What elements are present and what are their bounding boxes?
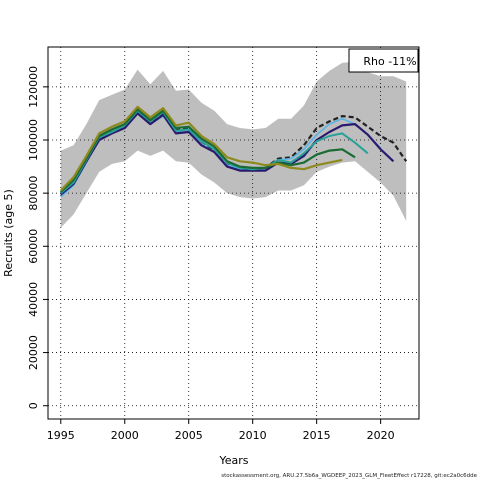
footer-note: stockassessment.org, ARU.27.5b6a_WGDEEP_… [221,473,477,479]
y-tick-label: 40000 [27,282,40,317]
series-line-6 [60,105,343,192]
x-tick-label: 2000 [111,429,139,442]
x-tick-label: 1995 [47,429,75,442]
y-tick-label: 100000 [27,119,40,161]
y-tick-label: 0 [27,402,40,409]
y-axis: 0 20000 40000 60000 80000 100000 120000 [27,66,48,409]
x-tick-label: 2010 [239,429,267,442]
legend: Rho -11% [348,48,419,73]
y-tick-label: 120000 [27,66,40,108]
x-axis-title: Years [218,454,248,467]
legend-label: Rho -11% [363,55,416,68]
y-tick-label: 20000 [27,335,40,370]
series-layer [60,105,408,198]
x-tick-label: 2015 [303,429,331,442]
x-tick-label: 2005 [175,429,203,442]
y-tick-label: 80000 [27,176,40,211]
series-line-4 [60,109,369,194]
confidence-band-layer [60,61,407,228]
x-axis: 1995 2000 2005 2010 2015 2020 [47,419,395,442]
x-tick-label: 2020 [367,429,395,442]
plot-frame [47,46,420,420]
y-tick-label: 60000 [27,229,40,264]
legend-box [348,48,419,73]
series-line-3 [60,112,395,196]
series-line-5 [60,108,356,193]
confidence-band [60,61,407,228]
y-axis-title: Recruits (age 5) [2,189,15,277]
